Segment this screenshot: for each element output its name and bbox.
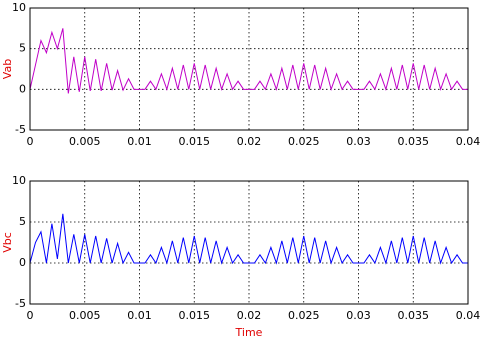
x-tick-label: 0.04 [456,309,481,322]
y-tick-label: 10 [12,1,26,14]
y-axis-title: Vab [1,59,14,79]
x-tick-label: 0.025 [288,309,320,322]
signal-line [29,213,468,265]
x-tick-label: 0.015 [179,135,211,148]
y-tick-label: 0 [19,82,26,95]
x-tick-label: 0.01 [127,135,152,148]
x-tick-label: 0.005 [69,135,101,148]
x-tick-label: 0.04 [456,135,481,148]
y-axis-title: Vbc [1,232,14,253]
y-tick-label: 5 [19,42,26,55]
y-tick-label: 5 [19,215,26,228]
x-tick-label: 0.02 [237,309,262,322]
x-tick-label: 0.01 [127,309,152,322]
x-tick-label: 0.035 [398,309,430,322]
plot-frame [29,7,469,131]
x-tick-label: 0 [27,135,34,148]
y-tick-label: 0 [19,256,26,269]
x-axis-title: Time [235,326,263,339]
x-tick-label: 0 [27,309,34,322]
x-tick-label: 0.025 [288,135,320,148]
y-tick-label: -5 [15,123,26,136]
x-tick-label: 0.005 [69,309,101,322]
plot-frame [29,180,469,305]
x-tick-label: 0.015 [179,309,211,322]
x-tick-label: 0.03 [346,309,371,322]
y-tick-label: 10 [12,174,26,187]
signal-line [29,28,468,94]
x-tick-label: 0.02 [237,135,262,148]
x-tick-label: 0.03 [346,135,371,148]
x-tick-label: 0.035 [398,135,430,148]
y-tick-label: -5 [15,297,26,310]
